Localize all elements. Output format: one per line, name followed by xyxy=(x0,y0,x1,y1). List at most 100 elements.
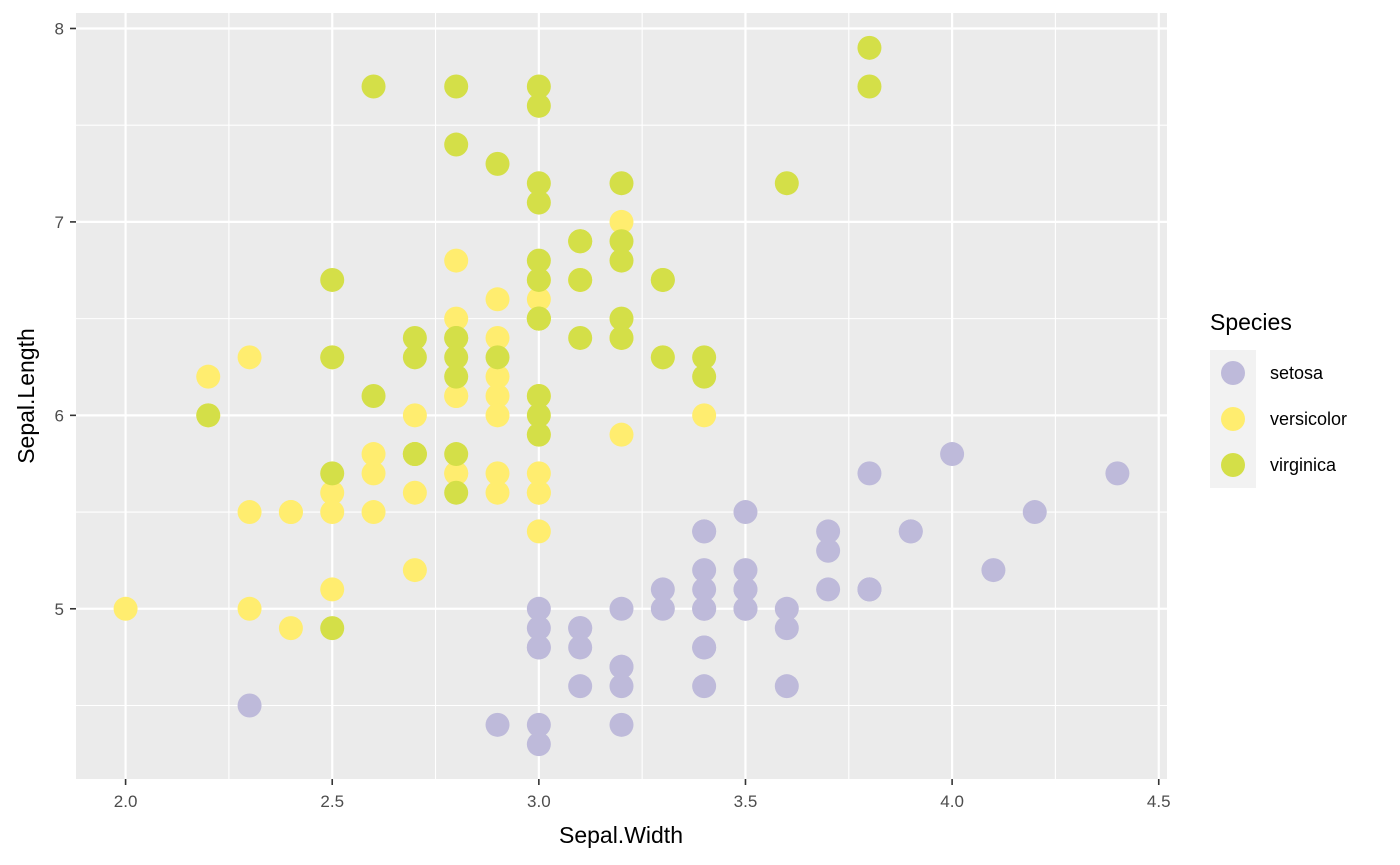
point-versicolor xyxy=(609,209,634,234)
point-virginica xyxy=(361,384,386,408)
point-setosa xyxy=(609,712,634,737)
point-virginica xyxy=(609,171,634,196)
point-versicolor xyxy=(113,596,138,621)
point-virginica xyxy=(444,325,469,350)
point-versicolor xyxy=(278,616,303,641)
legend-key-versicolor xyxy=(1221,407,1245,431)
point-virginica xyxy=(444,364,469,389)
y-tick-label: 5 xyxy=(55,600,64,619)
point-setosa xyxy=(816,519,841,544)
point-versicolor xyxy=(361,461,386,486)
point-virginica xyxy=(444,74,469,99)
point-virginica xyxy=(526,422,551,447)
point-setosa xyxy=(526,635,551,660)
point-virginica xyxy=(444,480,469,505)
point-virginica xyxy=(857,35,882,60)
point-versicolor xyxy=(485,364,510,389)
x-axis-title: Sepal.Width xyxy=(559,822,683,848)
point-virginica xyxy=(526,74,551,99)
point-virginica xyxy=(568,267,593,292)
point-setosa xyxy=(526,616,551,641)
point-setosa xyxy=(485,712,510,737)
point-virginica xyxy=(485,151,510,176)
point-versicolor xyxy=(526,287,551,312)
point-setosa xyxy=(733,577,758,602)
legend-keys: setosa versicolor virginica xyxy=(1210,350,1347,488)
point-setosa xyxy=(526,732,551,757)
point-versicolor xyxy=(485,461,510,486)
point-setosa xyxy=(568,674,593,699)
point-versicolor xyxy=(526,461,551,486)
point-setosa xyxy=(692,596,717,621)
point-setosa xyxy=(692,558,717,583)
point-virginica xyxy=(568,325,593,350)
point-setosa xyxy=(981,558,1006,583)
point-versicolor xyxy=(485,384,510,408)
point-virginica xyxy=(402,345,427,370)
point-versicolor xyxy=(237,596,262,621)
point-virginica xyxy=(526,190,551,215)
point-versicolor xyxy=(361,442,386,467)
point-versicolor xyxy=(320,480,345,505)
point-virginica xyxy=(609,229,634,254)
point-versicolor xyxy=(320,577,345,602)
point-virginica xyxy=(196,403,221,428)
point-setosa xyxy=(940,442,965,467)
point-setosa xyxy=(526,712,551,737)
point-virginica xyxy=(650,345,675,370)
y-tick-label: 8 xyxy=(55,19,64,38)
data-points xyxy=(113,35,1130,757)
point-setosa xyxy=(568,616,593,641)
legend-key-virginica xyxy=(1221,453,1245,477)
legend-key-setosa xyxy=(1221,361,1245,385)
point-versicolor xyxy=(402,558,427,583)
legend-title: Species xyxy=(1210,309,1292,335)
x-axis: 2.0 2.5 3.0 3.5 4.0 4.5 xyxy=(114,779,1171,811)
point-versicolor xyxy=(237,500,262,525)
point-virginica xyxy=(568,229,593,254)
point-setosa xyxy=(1022,500,1047,525)
y-tick-label: 6 xyxy=(55,406,64,425)
y-axis-title: Sepal.Length xyxy=(13,328,39,464)
x-tick-label: 2.5 xyxy=(320,792,344,811)
point-setosa xyxy=(609,596,634,621)
minor-gridlines xyxy=(76,13,1167,779)
point-versicolor xyxy=(485,325,510,350)
point-virginica xyxy=(526,248,551,273)
point-setosa xyxy=(692,635,717,660)
point-versicolor xyxy=(278,500,303,525)
point-versicolor xyxy=(444,248,469,273)
point-versicolor xyxy=(444,384,469,408)
point-virginica xyxy=(402,325,427,350)
point-versicolor xyxy=(609,422,634,447)
point-versicolor xyxy=(402,403,427,428)
point-versicolor xyxy=(526,480,551,505)
x-tick-label: 3.0 xyxy=(527,792,551,811)
point-virginica xyxy=(692,364,717,389)
point-versicolor xyxy=(692,403,717,428)
point-setosa xyxy=(816,577,841,602)
x-tick-label: 4.0 xyxy=(940,792,964,811)
point-versicolor xyxy=(402,480,427,505)
point-setosa xyxy=(568,635,593,660)
legend-label-versicolor: versicolor xyxy=(1270,409,1347,429)
point-virginica xyxy=(485,345,510,370)
point-virginica xyxy=(857,74,882,99)
point-setosa xyxy=(609,654,634,679)
point-setosa xyxy=(733,596,758,621)
point-virginica xyxy=(320,461,345,486)
point-setosa xyxy=(692,577,717,602)
point-setosa xyxy=(1105,461,1130,486)
point-virginica xyxy=(526,384,551,408)
point-virginica xyxy=(444,132,469,157)
x-tick-label: 3.5 xyxy=(734,792,758,811)
point-setosa xyxy=(609,674,634,699)
point-virginica xyxy=(361,74,386,99)
point-virginica xyxy=(692,345,717,370)
point-setosa xyxy=(692,674,717,699)
point-versicolor xyxy=(320,500,345,525)
point-virginica xyxy=(609,325,634,350)
point-virginica xyxy=(609,248,634,273)
point-versicolor xyxy=(444,306,469,331)
